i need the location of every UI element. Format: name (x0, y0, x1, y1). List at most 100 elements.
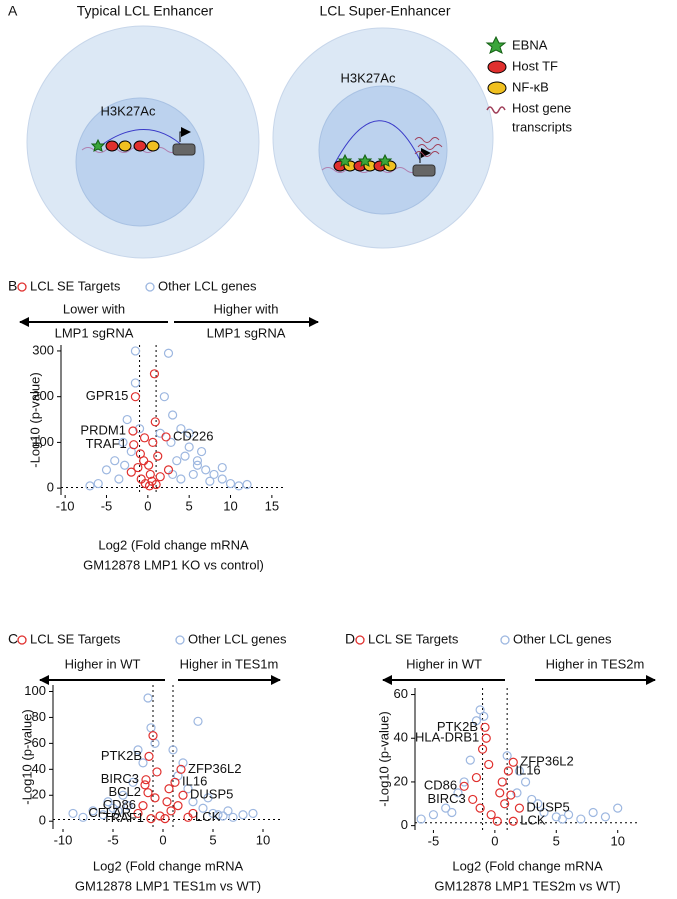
x-tick-label: 5 (553, 833, 560, 848)
x-tick-label: -5 (101, 498, 113, 513)
gene-label: DUSP5 (190, 787, 233, 802)
gene-label: HLA-DRB1 (415, 730, 479, 745)
legend-marker (175, 635, 185, 645)
point (459, 777, 469, 787)
point (152, 767, 162, 777)
gene-label: PTK2B (101, 748, 142, 763)
panel-label: A (8, 3, 18, 19)
legend-transcript (486, 106, 506, 114)
legend-label: LCL SE Targets (30, 278, 121, 293)
point (143, 788, 153, 798)
point (150, 417, 160, 427)
gene-label: GPR15 (86, 388, 129, 403)
point (103, 797, 113, 807)
legend-label: EBNA (512, 37, 548, 52)
x-axis-label: Log2 (Fold change mRNA (452, 858, 603, 873)
point (123, 801, 133, 811)
y-tick-label: 80 (32, 709, 46, 724)
point (166, 806, 176, 816)
point (508, 757, 518, 767)
transcripts (414, 137, 443, 157)
point (162, 797, 172, 807)
point (98, 810, 108, 820)
point (503, 766, 513, 776)
x-tick-label: 10 (610, 833, 624, 848)
point (203, 793, 213, 803)
point (441, 803, 451, 813)
point (155, 472, 165, 482)
point (242, 479, 252, 490)
point (208, 808, 218, 819)
point (563, 810, 574, 820)
point (144, 751, 154, 761)
point (557, 814, 568, 824)
point (168, 745, 178, 755)
point (205, 476, 215, 486)
x-tick-label: 10 (223, 498, 237, 513)
legend-marker (17, 635, 27, 645)
point (118, 790, 128, 800)
point (484, 759, 494, 770)
point (180, 451, 190, 461)
point (143, 693, 153, 703)
point (133, 462, 143, 473)
x-tick-label: 5 (186, 498, 193, 513)
x-axis-label: Log2 (Fold change mRNA (98, 537, 249, 552)
y-tick-label: 0 (47, 480, 54, 495)
point (151, 479, 161, 490)
point (213, 810, 223, 820)
x-tick-label: -5 (107, 832, 119, 847)
gene-label: DUSP5 (526, 800, 569, 815)
y-tick-label: 20 (394, 773, 408, 788)
gene-label: CFLAR (88, 805, 131, 820)
point (492, 816, 502, 826)
point (533, 799, 543, 809)
x-tick-label: 0 (159, 832, 166, 847)
point (527, 794, 537, 805)
legend-nf-kb (487, 81, 507, 95)
legend-label: NF-κB (512, 79, 549, 94)
point (118, 437, 128, 448)
point (150, 738, 160, 748)
point (128, 426, 138, 436)
point (114, 474, 124, 484)
point (480, 722, 490, 732)
factor-cluster (333, 153, 397, 172)
y-tick-label: 40 (394, 730, 408, 745)
point (576, 814, 586, 824)
point (475, 803, 485, 813)
y-tick-label: 100 (24, 683, 46, 698)
mark-label: H3K27Ac (341, 70, 396, 85)
point (101, 465, 112, 475)
point (170, 777, 180, 787)
gene (172, 143, 196, 156)
arrow-note: Higher in TES2m (546, 656, 645, 671)
legend-label: LCL SE Targets (30, 631, 121, 646)
nucleus (318, 85, 448, 215)
point (130, 346, 141, 356)
point (481, 733, 491, 743)
y-tick-label: 200 (32, 388, 54, 403)
point (196, 446, 207, 457)
point (512, 788, 522, 798)
point (159, 392, 169, 402)
point (176, 474, 186, 484)
point (198, 803, 208, 813)
y-tick-label: 100 (32, 434, 54, 449)
point (184, 442, 194, 452)
gene-label: ZFP36L2 (188, 761, 241, 776)
point (163, 348, 174, 358)
point (600, 812, 611, 822)
gene-label: PRDM1 (80, 422, 126, 437)
point (144, 460, 154, 470)
gene-label: LCK (520, 813, 546, 828)
point (161, 432, 171, 442)
point (176, 424, 186, 434)
point (153, 451, 163, 461)
point (130, 378, 141, 388)
point (201, 465, 211, 475)
left-title: Typical LCL Enhancer (77, 3, 214, 19)
point (486, 810, 496, 820)
legend-label: Host gene (512, 100, 571, 115)
legend-ebna (485, 35, 507, 54)
